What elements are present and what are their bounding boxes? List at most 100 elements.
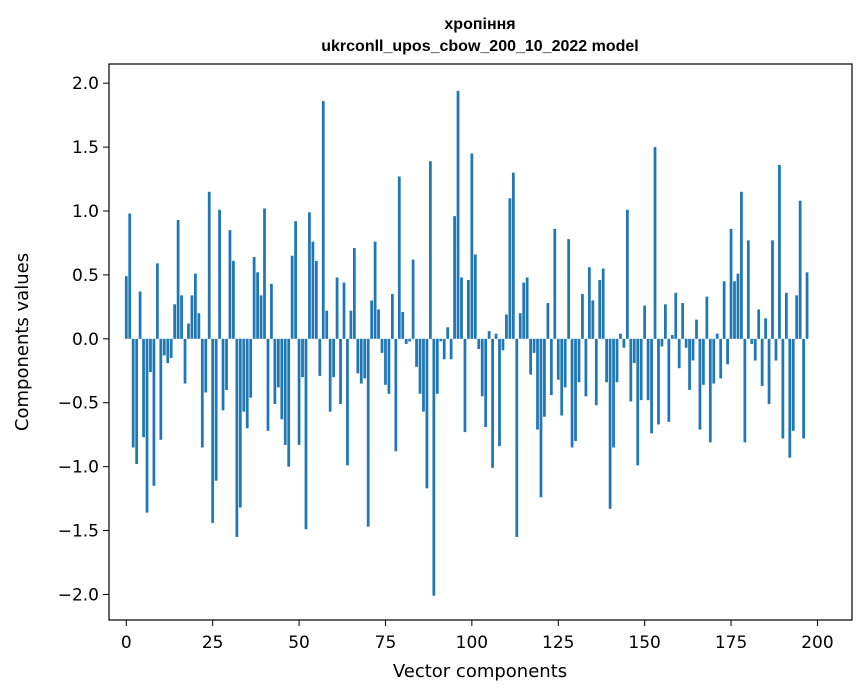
bar — [612, 338, 615, 448]
bar — [266, 338, 270, 431]
y-tick-label: −2.0 — [58, 585, 99, 605]
bar — [390, 294, 394, 339]
bar — [708, 338, 712, 443]
bar — [190, 295, 194, 339]
bar — [183, 338, 187, 384]
bar — [124, 276, 128, 339]
chart-subtitle: ukrconll_upos_cbow_200_10_2022 model — [321, 38, 638, 55]
bar — [401, 311, 405, 339]
bar — [653, 147, 657, 339]
bar — [532, 338, 536, 353]
bar — [480, 338, 484, 397]
bar — [484, 338, 488, 427]
bar — [584, 338, 588, 397]
x-tick-label: 0 — [121, 633, 132, 653]
bar — [684, 338, 688, 348]
bar — [411, 259, 415, 339]
bar — [339, 338, 342, 404]
bar — [556, 338, 560, 380]
bar — [287, 338, 291, 467]
bar — [152, 338, 156, 486]
bar — [525, 277, 529, 339]
x-tick-label: 125 — [542, 633, 574, 653]
bar — [304, 338, 308, 530]
bar — [162, 338, 166, 356]
bar — [373, 241, 377, 339]
bar — [650, 338, 653, 434]
bar — [719, 338, 723, 379]
bar — [491, 338, 494, 468]
bar — [356, 338, 360, 374]
bar — [795, 295, 799, 339]
bar — [180, 295, 183, 339]
bar — [505, 314, 508, 339]
bar — [342, 282, 346, 339]
bar — [256, 272, 259, 339]
bar — [788, 338, 792, 458]
x-tick-label: 100 — [456, 633, 488, 653]
bar — [646, 338, 650, 401]
bar — [498, 338, 501, 447]
bar — [270, 283, 273, 339]
bar — [439, 338, 443, 342]
bar — [297, 338, 301, 445]
bar — [460, 277, 463, 339]
bar — [681, 303, 685, 339]
bar — [359, 338, 363, 384]
chart-title: хропіння — [444, 16, 515, 33]
bar — [377, 309, 380, 339]
bar — [753, 338, 757, 361]
x-axis-label: Vector components — [393, 661, 567, 682]
bar — [553, 228, 557, 339]
bar — [629, 338, 633, 402]
y-tick-label: 2.0 — [72, 74, 99, 94]
bar — [508, 198, 512, 339]
bar — [169, 338, 173, 358]
bar — [577, 338, 581, 383]
bar — [349, 310, 353, 339]
bar — [501, 338, 505, 351]
bar — [145, 338, 149, 513]
bar — [384, 338, 387, 385]
bar — [677, 338, 681, 369]
bar — [228, 230, 232, 339]
bar — [259, 295, 263, 339]
bar — [263, 208, 266, 339]
bar — [135, 338, 139, 465]
bar — [318, 338, 322, 376]
bar — [767, 338, 771, 404]
bar — [283, 338, 287, 445]
bar — [750, 338, 754, 344]
bar — [695, 319, 698, 339]
bar — [335, 277, 339, 339]
bar — [549, 338, 553, 396]
y-tick-label: 0.0 — [72, 330, 99, 350]
bar — [536, 338, 539, 430]
bar — [214, 338, 218, 481]
bar — [598, 280, 602, 339]
bar — [781, 338, 785, 439]
bar — [187, 323, 190, 339]
bar — [314, 260, 318, 339]
bar — [615, 338, 619, 383]
bar — [442, 338, 446, 360]
bar — [518, 313, 522, 339]
bar — [743, 338, 747, 443]
bar — [529, 338, 532, 375]
y-tick-label: −1.5 — [58, 522, 99, 542]
bar — [674, 292, 678, 339]
bar — [404, 338, 408, 344]
bar — [308, 212, 311, 339]
bar — [467, 280, 470, 339]
bar — [477, 338, 481, 350]
bar — [149, 338, 152, 373]
bar — [470, 153, 474, 339]
bar — [166, 338, 170, 364]
bar — [539, 338, 543, 498]
bar — [657, 338, 660, 425]
bar — [664, 304, 667, 339]
bar — [249, 338, 253, 398]
bar — [688, 338, 691, 390]
bar — [791, 338, 795, 431]
bar — [200, 338, 204, 448]
